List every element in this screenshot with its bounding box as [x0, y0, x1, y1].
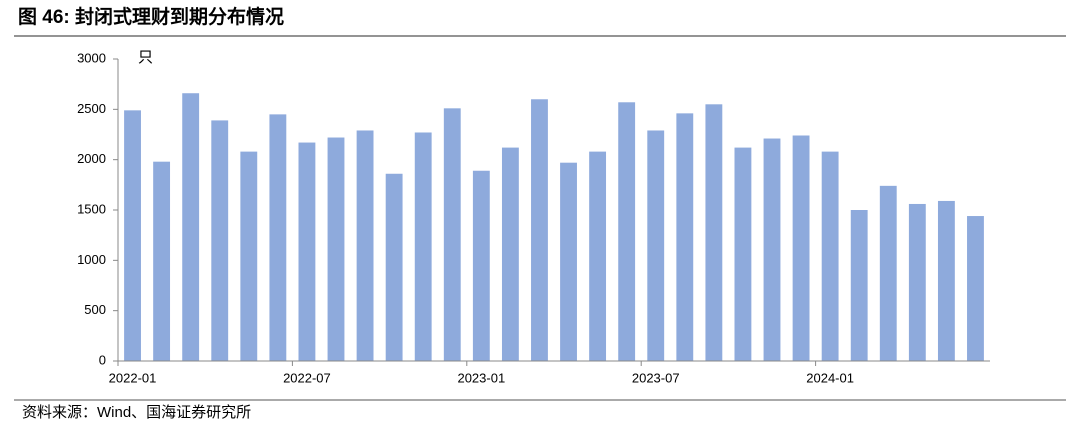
- bar: [211, 120, 229, 361]
- bar: [414, 132, 432, 361]
- bar: [792, 135, 810, 361]
- bar: [618, 102, 636, 361]
- bar: [589, 151, 607, 361]
- bar: [705, 104, 723, 362]
- source: 资料来源：Wind、国海证券研究所: [22, 404, 251, 421]
- bar: [472, 170, 490, 361]
- bar: [763, 138, 781, 361]
- y-tick-label: 3000: [77, 50, 106, 65]
- bar: [937, 200, 955, 361]
- bar: [531, 99, 548, 362]
- bar: [647, 130, 665, 361]
- bar: [298, 142, 316, 361]
- bar: [821, 151, 839, 361]
- bar: [356, 130, 374, 361]
- bar: [676, 113, 694, 361]
- bar: [327, 137, 345, 361]
- bar: [734, 147, 752, 361]
- x-tick-label: 2023-07: [632, 370, 680, 385]
- x-tick-label: 2024-01: [806, 370, 854, 385]
- bar: [443, 108, 461, 362]
- bar: [269, 114, 287, 361]
- bar: [182, 93, 200, 361]
- y-unit: 只: [138, 49, 153, 66]
- bar: [560, 162, 577, 361]
- chart-title: 图 46: 封闭式理财到期分布情况: [18, 5, 284, 28]
- bar: [240, 151, 258, 361]
- bar: [153, 161, 171, 361]
- x-tick-label: 2022-07: [283, 370, 331, 385]
- y-tick-label: 0: [99, 352, 106, 367]
- bar: [385, 173, 403, 361]
- bar: [908, 203, 926, 361]
- bar: [879, 185, 897, 361]
- y-tick-label: 2000: [77, 151, 106, 166]
- y-tick-label: 500: [84, 302, 106, 317]
- x-tick-label: 2022-01: [109, 370, 157, 385]
- y-tick-label: 2500: [77, 101, 106, 116]
- x-tick-label: 2023-01: [457, 370, 505, 385]
- bar: [850, 210, 868, 361]
- bar: [967, 216, 984, 361]
- bar: [501, 147, 519, 361]
- bar: [124, 110, 141, 361]
- y-tick-label: 1000: [77, 252, 106, 267]
- y-tick-label: 1500: [77, 201, 106, 216]
